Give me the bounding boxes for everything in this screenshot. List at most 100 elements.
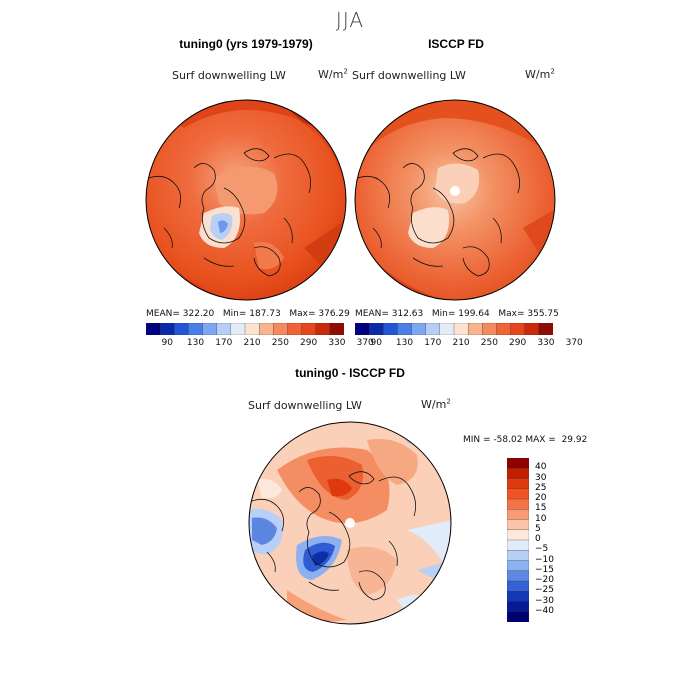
colorbar-swatch (507, 458, 529, 469)
colorbar-swatch (507, 570, 529, 582)
colorbar-swatch (397, 323, 413, 335)
obs-mean-value: 312.63 (391, 309, 424, 319)
model-max-value: 376.29 (318, 309, 350, 319)
colorbar-tick-label: 5 (535, 523, 541, 534)
colorbar-tick-label: 170 (424, 338, 442, 348)
colorbar-tick-label: 15 (535, 503, 547, 514)
colorbar-tick-label: 170 (215, 338, 233, 348)
model-panel-title: tuning0 (yrs 1979-1979) (179, 37, 313, 51)
colorbar-tick-label: 10 (535, 513, 547, 524)
colorbar-tick-label: 0 (535, 534, 541, 544)
colorbar-swatch (507, 550, 529, 561)
colorbar-tick-label: 250 (271, 338, 289, 348)
model-units-label: W/m2 (318, 67, 348, 81)
obs-stats: MEAN= 312.63 Min= 199.64 Max= 355.75 (355, 309, 559, 319)
obs-colorbar (355, 323, 553, 335)
colorbar-tick-label: 40 (535, 462, 547, 473)
model-stats: MEAN= 322.20 Min= 187.73 Max= 376.29 (146, 309, 350, 319)
colorbar-swatch (439, 323, 455, 335)
diff-colorbar (507, 458, 529, 622)
colorbar-swatch (507, 591, 529, 602)
diff-stats: MIN = -58.02 MAX = 29.92 (463, 435, 588, 445)
season-title: JJA (335, 8, 365, 32)
colorbar-tick-label: 330 (328, 338, 346, 348)
colorbar-swatch (287, 323, 303, 335)
colorbar-swatch (507, 468, 529, 479)
colorbar-swatch (482, 323, 497, 335)
diff-polar-map (248, 421, 452, 625)
diff-panel-title: tuning0 - ISCCP FD (295, 366, 405, 380)
colorbar-tick-label: 370 (565, 338, 583, 348)
colorbar-tick-label: −10 (535, 554, 554, 565)
diff-max-value: 29.92 (561, 435, 588, 445)
obs-panel-title: ISCCP FD (428, 37, 484, 51)
colorbar-swatch (411, 323, 427, 335)
pole-hole (450, 186, 460, 196)
colorbar-tick-label: 30 (535, 472, 547, 483)
colorbar-swatch (507, 478, 529, 490)
colorbar-swatch (524, 323, 540, 335)
colorbar-swatch (507, 539, 529, 551)
model-colorbar (146, 323, 344, 335)
colorbar-swatch (507, 509, 529, 520)
colorbar-swatch (507, 580, 529, 592)
colorbar-tick-label: 210 (243, 338, 261, 348)
colorbar-tick-label: 330 (537, 338, 555, 348)
colorbar-swatch (230, 323, 246, 335)
colorbar-swatch (425, 323, 441, 335)
model-polar-map (145, 99, 347, 301)
obs-polar-map (354, 99, 556, 301)
colorbar-swatch (258, 323, 274, 335)
diff-units-label: W/m2 (421, 397, 451, 411)
colorbar-swatch (453, 323, 469, 335)
colorbar-tick-label: 25 (535, 482, 547, 493)
model-mean-value: 322.20 (182, 309, 215, 319)
colorbar-swatch (315, 323, 331, 335)
colorbar-tick-label: −25 (535, 585, 554, 596)
colorbar-tick-label: 370 (356, 338, 374, 348)
colorbar-tick-label: −5 (535, 544, 549, 555)
colorbar-tick-label: 290 (300, 338, 318, 348)
obs-variable-label: Surf downwelling LW (352, 69, 466, 82)
colorbar-swatch (146, 323, 161, 335)
colorbar-swatch (159, 323, 175, 335)
colorbar-tick-label: −40 (535, 605, 554, 616)
obs-min-value: 199.64 (458, 309, 490, 319)
colorbar-tick-label: 20 (535, 493, 547, 503)
colorbar-swatch (188, 323, 204, 335)
colorbar-tick-label: −15 (535, 564, 554, 575)
colorbar-swatch (507, 529, 529, 541)
colorbar-tick-label: −30 (535, 595, 554, 606)
colorbar-swatch (507, 519, 529, 531)
colorbar-tick-label: 130 (186, 338, 205, 348)
colorbar-swatch (467, 323, 483, 335)
colorbar-swatch (273, 323, 288, 335)
model-variable-label: Surf downwelling LW (172, 69, 286, 82)
colorbar-swatch (507, 488, 529, 500)
diff-min-value: -58.02 (493, 435, 523, 445)
colorbar-swatch (216, 323, 232, 335)
colorbar-swatch (301, 323, 317, 335)
obs-units-label: W/m2 (525, 67, 555, 81)
colorbar-swatch (355, 323, 370, 335)
colorbar-swatch (538, 323, 553, 335)
colorbar-swatch (383, 323, 398, 335)
colorbar-swatch (174, 323, 189, 335)
colorbar-swatch (507, 498, 529, 510)
diff-variable-label: Surf downwelling LW (248, 399, 362, 412)
diff-pole-hole (345, 518, 355, 528)
colorbar-tick-label: 90 (161, 338, 173, 348)
colorbar-tick-label: 210 (452, 338, 470, 348)
colorbar-tick-label: −20 (535, 575, 554, 585)
obs-max-value: 355.75 (527, 309, 559, 319)
colorbar-swatch (507, 611, 529, 622)
colorbar-tick-label: 290 (509, 338, 527, 348)
colorbar-swatch (244, 323, 260, 335)
colorbar-swatch (202, 323, 218, 335)
colorbar-swatch (507, 560, 529, 572)
colorbar-tick-label: 130 (395, 338, 414, 348)
colorbar-tick-label: 90 (370, 338, 382, 348)
model-min-value: 187.73 (249, 309, 281, 319)
colorbar-tick-label: 250 (480, 338, 498, 348)
colorbar-swatch (329, 323, 344, 335)
